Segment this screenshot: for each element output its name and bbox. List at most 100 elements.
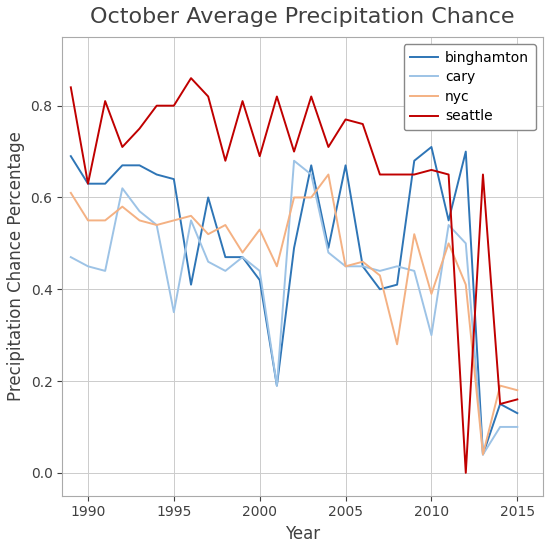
nyc: [273, 263, 280, 270]
nyc: [68, 190, 74, 196]
binghamton: [497, 401, 503, 408]
binghamton: [463, 148, 469, 155]
nyc: [308, 194, 315, 201]
nyc: [446, 240, 452, 246]
seattle: [480, 171, 486, 178]
cary: [239, 254, 246, 261]
cary: [463, 240, 469, 246]
seattle: [360, 121, 366, 128]
Line: cary: cary: [71, 161, 518, 454]
seattle: [463, 470, 469, 476]
binghamton: [222, 254, 229, 261]
cary: [68, 254, 74, 261]
seattle: [291, 148, 298, 155]
cary: [256, 268, 263, 274]
binghamton: [68, 153, 74, 159]
binghamton: [342, 162, 349, 169]
nyc: [325, 171, 332, 178]
seattle: [446, 171, 452, 178]
binghamton: [170, 176, 177, 183]
binghamton: [119, 162, 125, 169]
nyc: [428, 290, 435, 297]
nyc: [360, 258, 366, 265]
seattle: [394, 171, 400, 178]
nyc: [377, 272, 383, 279]
nyc: [136, 217, 143, 224]
binghamton: [360, 263, 366, 270]
cary: [325, 249, 332, 256]
nyc: [497, 382, 503, 389]
nyc: [514, 387, 521, 393]
cary: [85, 263, 91, 270]
seattle: [239, 98, 246, 104]
cary: [428, 332, 435, 338]
nyc: [463, 282, 469, 288]
binghamton: [102, 180, 108, 187]
cary: [308, 171, 315, 178]
binghamton: [205, 194, 212, 201]
seattle: [514, 396, 521, 403]
Line: seattle: seattle: [71, 78, 518, 473]
nyc: [239, 249, 246, 256]
binghamton: [239, 254, 246, 261]
binghamton: [411, 157, 417, 164]
cary: [153, 222, 160, 228]
binghamton: [273, 382, 280, 389]
nyc: [188, 212, 194, 219]
nyc: [153, 222, 160, 228]
seattle: [256, 153, 263, 159]
nyc: [411, 231, 417, 238]
cary: [222, 268, 229, 274]
nyc: [394, 341, 400, 348]
seattle: [222, 157, 229, 164]
binghamton: [446, 217, 452, 224]
seattle: [136, 125, 143, 132]
X-axis label: Year: Year: [285, 525, 320, 543]
cary: [360, 263, 366, 270]
cary: [102, 268, 108, 274]
seattle: [497, 401, 503, 408]
cary: [188, 217, 194, 224]
nyc: [480, 451, 486, 458]
cary: [291, 157, 298, 164]
nyc: [102, 217, 108, 224]
binghamton: [377, 286, 383, 293]
nyc: [256, 226, 263, 233]
nyc: [170, 217, 177, 224]
seattle: [85, 180, 91, 187]
seattle: [377, 171, 383, 178]
seattle: [273, 93, 280, 100]
Legend: binghamton, cary, nyc, seattle: binghamton, cary, nyc, seattle: [404, 44, 536, 130]
nyc: [291, 194, 298, 201]
cary: [170, 309, 177, 316]
seattle: [308, 93, 315, 100]
seattle: [342, 116, 349, 123]
seattle: [325, 144, 332, 150]
binghamton: [153, 171, 160, 178]
binghamton: [514, 410, 521, 416]
seattle: [411, 171, 417, 178]
cary: [480, 451, 486, 458]
binghamton: [188, 282, 194, 288]
seattle: [119, 144, 125, 150]
Title: October Average Precipitation Chance: October Average Precipitation Chance: [90, 7, 515, 27]
cary: [446, 222, 452, 228]
Line: nyc: nyc: [71, 174, 518, 454]
cary: [119, 185, 125, 191]
nyc: [222, 222, 229, 228]
binghamton: [85, 180, 91, 187]
nyc: [85, 217, 91, 224]
binghamton: [291, 245, 298, 251]
binghamton: [136, 162, 143, 169]
seattle: [188, 75, 194, 81]
binghamton: [325, 245, 332, 251]
cary: [136, 208, 143, 214]
cary: [497, 424, 503, 430]
cary: [394, 263, 400, 270]
binghamton: [256, 277, 263, 283]
seattle: [102, 98, 108, 104]
binghamton: [428, 144, 435, 150]
Y-axis label: Precipitation Chance Percentage: Precipitation Chance Percentage: [7, 131, 25, 402]
seattle: [428, 167, 435, 173]
nyc: [205, 231, 212, 238]
